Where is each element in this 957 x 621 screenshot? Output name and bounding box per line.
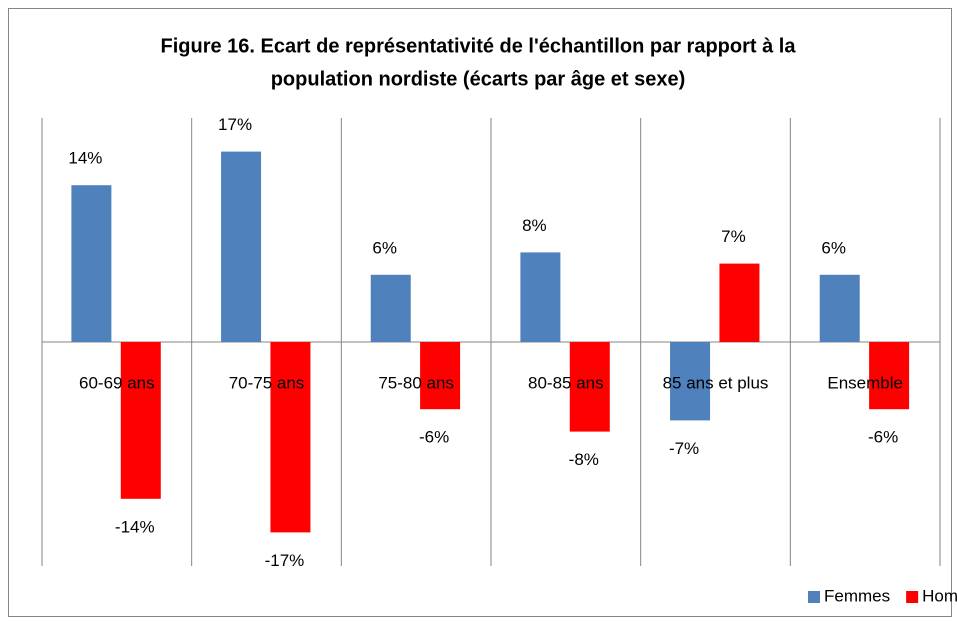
legend-swatch [808, 591, 820, 603]
bar [670, 342, 711, 421]
x-tick-label: 75-80 ans [378, 373, 454, 392]
data-label: 6% [821, 238, 846, 257]
data-label: -7% [669, 439, 699, 458]
x-tick-label: Ensemble [827, 373, 903, 392]
legend-label: Hommes [922, 586, 957, 605]
data-label: 14% [68, 149, 102, 168]
data-label: 17% [218, 115, 252, 134]
x-tick-label: 60-69 ans [79, 373, 155, 392]
chart-title: population nordiste (écarts par âge et s… [271, 68, 686, 90]
bar [819, 274, 860, 342]
bar [120, 342, 161, 499]
data-label: -6% [419, 428, 449, 447]
data-label: 8% [522, 216, 547, 235]
data-label: 6% [372, 238, 397, 257]
x-tick-label: 80-85 ans [528, 373, 604, 392]
legend-label: Femmes [824, 586, 890, 605]
data-label: 7% [721, 227, 746, 246]
bar [869, 342, 910, 410]
x-tick-label: 85 ans et plus [663, 373, 769, 392]
data-label: -6% [868, 428, 898, 447]
legend-swatch [906, 591, 919, 603]
chart-title: Figure 16. Ecart de représentativité de … [161, 35, 797, 57]
data-label: -17% [265, 551, 305, 570]
bar [370, 274, 411, 342]
bar [719, 263, 760, 342]
bar [520, 252, 561, 342]
chart-frame [8, 8, 952, 617]
bar [71, 185, 112, 342]
data-label: -8% [569, 450, 599, 469]
bar [221, 151, 262, 342]
x-tick-label: 70-75 ans [229, 373, 305, 392]
data-label: -14% [115, 517, 155, 536]
bar [270, 342, 311, 533]
bar [420, 342, 461, 410]
bar [569, 342, 610, 432]
